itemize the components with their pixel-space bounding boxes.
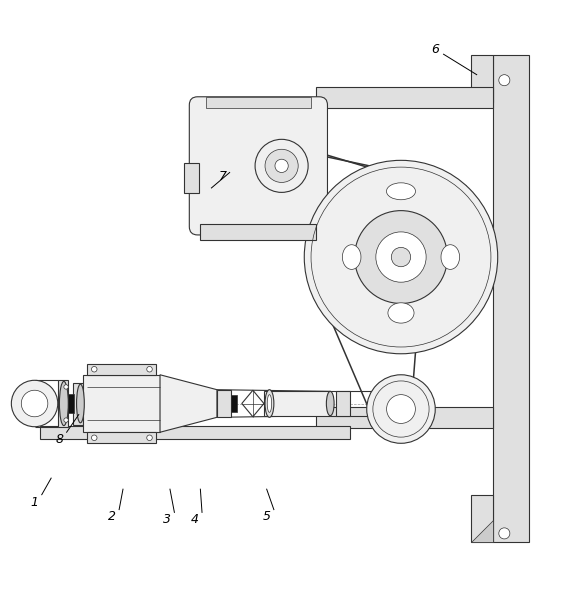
Ellipse shape (441, 245, 459, 269)
Bar (336, 392, 350, 416)
Text: 8: 8 (56, 433, 63, 446)
Bar (231, 395, 237, 413)
Bar (316, 407, 493, 429)
Circle shape (147, 435, 152, 441)
Text: 4: 4 (191, 513, 199, 526)
Ellipse shape (327, 392, 334, 416)
Bar (217, 390, 231, 417)
Bar (264, 392, 330, 416)
Circle shape (304, 161, 498, 354)
Text: 1: 1 (30, 497, 39, 509)
Bar (58, 380, 68, 427)
Circle shape (91, 367, 97, 372)
Bar (316, 87, 493, 108)
Ellipse shape (387, 183, 416, 200)
Polygon shape (242, 390, 264, 417)
Bar (40, 426, 350, 439)
Circle shape (11, 380, 58, 427)
Circle shape (91, 435, 97, 441)
Polygon shape (471, 519, 493, 541)
Circle shape (499, 528, 510, 539)
Bar (200, 224, 316, 241)
Circle shape (265, 149, 298, 183)
Bar (73, 383, 82, 424)
Circle shape (147, 367, 152, 372)
Polygon shape (160, 375, 217, 432)
Text: 5: 5 (263, 510, 271, 524)
Circle shape (387, 395, 415, 423)
Text: 3: 3 (163, 513, 171, 526)
Bar (87, 432, 156, 444)
Circle shape (392, 247, 411, 267)
Circle shape (355, 211, 448, 303)
Circle shape (275, 159, 288, 173)
Ellipse shape (265, 390, 274, 417)
Ellipse shape (342, 245, 361, 269)
Bar (493, 56, 529, 541)
Circle shape (21, 390, 48, 417)
Circle shape (64, 384, 68, 389)
Bar (471, 495, 493, 541)
Bar (184, 163, 199, 193)
Bar (206, 97, 311, 108)
Circle shape (255, 139, 308, 192)
Bar (68, 393, 74, 414)
Ellipse shape (76, 384, 84, 423)
FancyBboxPatch shape (189, 97, 328, 235)
Ellipse shape (59, 381, 68, 426)
Bar (87, 364, 156, 375)
Circle shape (499, 75, 510, 86)
Text: 2: 2 (108, 510, 116, 524)
Circle shape (64, 418, 68, 422)
Bar (82, 375, 160, 432)
Text: 6: 6 (431, 44, 439, 56)
Circle shape (376, 232, 426, 282)
Text: 7: 7 (218, 170, 227, 183)
Ellipse shape (388, 303, 414, 323)
Bar (471, 56, 493, 102)
Ellipse shape (267, 395, 272, 413)
Circle shape (367, 375, 435, 444)
